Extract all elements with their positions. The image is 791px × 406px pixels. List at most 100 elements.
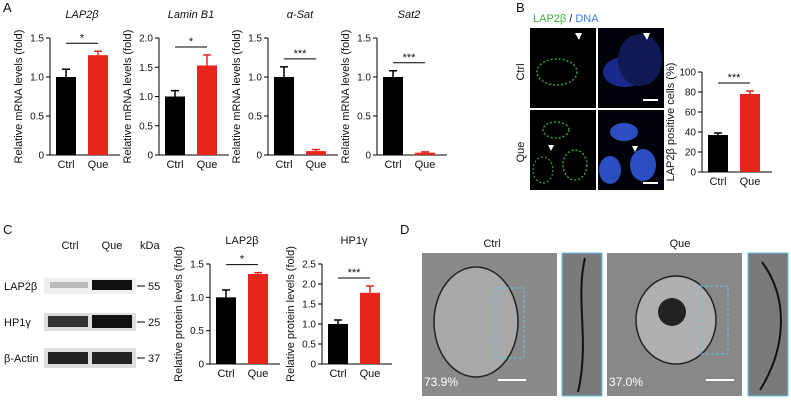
lane-label: Que <box>102 240 123 252</box>
y-axis-label: Relative mRNA levels (fold) <box>13 30 25 164</box>
y-tick-label: 80 <box>685 88 697 99</box>
x-tick-label: Ctrl <box>329 368 346 380</box>
y-tick-label: 0 <box>690 168 696 179</box>
y-tick-label: 0 <box>256 151 262 162</box>
chart-title: Sat2 <box>398 9 421 21</box>
y-tick-label: 0 <box>38 151 44 162</box>
chart-title: LAP2β <box>225 235 258 247</box>
lane-label: Ctrl <box>61 240 78 252</box>
x-tick-label: Ctrl <box>217 368 234 380</box>
channel: LAP2β <box>533 13 566 25</box>
bar <box>740 94 760 172</box>
percent-label: 73.9% <box>424 375 458 389</box>
x-tick-label: Que <box>360 368 381 380</box>
row-label: Que <box>515 142 527 163</box>
panel-label: C <box>3 222 12 237</box>
unit: kDa <box>140 240 160 252</box>
y-axis-label: LAP2β positive cells (%) <box>665 63 677 182</box>
chart-title: LAP2β <box>65 9 99 21</box>
protein-label: β-Actin <box>4 353 38 365</box>
y-tick-label: 1.5 <box>357 34 371 45</box>
x-tick-label: Que <box>415 159 436 171</box>
significance: * <box>80 32 85 44</box>
kda-label: 37 <box>148 353 160 365</box>
blot <box>44 278 145 368</box>
x-tick-label: Que <box>306 159 327 171</box>
y-tick-label: 100 <box>679 68 696 79</box>
y-tick-label: 0.5 <box>302 340 316 351</box>
kda-label: 55 <box>148 281 160 293</box>
y-tick-label: 0 <box>365 151 371 162</box>
chart-title: Lamin B1 <box>168 9 214 21</box>
x-tick-label: Ctrl <box>709 176 726 188</box>
significance: *** <box>294 48 308 60</box>
significance: * <box>189 36 194 48</box>
group-label: Que <box>670 238 691 250</box>
bar <box>56 77 76 155</box>
y-tick-label: 1.5 <box>190 260 204 271</box>
y-tick-label: 2.5 <box>302 260 316 271</box>
bar <box>708 135 728 172</box>
y-tick-label: 0.5 <box>357 112 371 123</box>
y-tick-label: 0.5 <box>139 121 153 132</box>
x-tick-label: Que <box>197 159 218 171</box>
y-axis-label: Relative protein levels (fold) <box>285 246 297 382</box>
em-images <box>422 252 789 397</box>
significance: *** <box>403 52 417 64</box>
bar <box>415 152 435 155</box>
significance: * <box>240 254 245 266</box>
y-tick-label: 1.0 <box>357 73 371 84</box>
channel: DNA <box>575 13 599 25</box>
y-tick-label: 1.5 <box>302 300 316 311</box>
bar <box>306 151 326 155</box>
y-axis-label: Relative mRNA levels (fold) <box>122 30 134 164</box>
y-tick-label: 1.0 <box>248 73 262 84</box>
kda-label: 25 <box>148 317 160 329</box>
bar <box>274 77 294 155</box>
y-tick-label: 20 <box>685 148 697 159</box>
x-tick-label: Ctrl <box>275 159 292 171</box>
chart-title: α-Sat <box>287 9 314 21</box>
y-axis-label: Relative mRNA levels (fold) <box>231 30 243 164</box>
bar <box>165 96 185 155</box>
micrographs <box>530 28 664 190</box>
group-label: Ctrl <box>483 238 500 250</box>
bar <box>216 297 236 364</box>
y-axis-label: Relative protein levels (fold) <box>173 246 185 382</box>
protein-label: HP1γ <box>4 317 31 329</box>
y-axis-label: Relative mRNA levels (fold) <box>340 30 352 164</box>
y-tick-label: 0.5 <box>190 326 204 337</box>
channel-legend: LAP2β / DNA <box>533 13 599 25</box>
y-tick-label: 1.0 <box>30 73 44 84</box>
y-tick-label: 60 <box>685 108 697 119</box>
x-tick-label: Que <box>88 159 109 171</box>
bar <box>383 77 403 155</box>
y-tick-label: 0 <box>147 151 153 162</box>
y-tick-label: 1.5 <box>248 34 262 45</box>
bar <box>360 292 380 364</box>
y-tick-label: 0.5 <box>30 112 44 123</box>
x-tick-label: Que <box>248 368 269 380</box>
y-tick-label: 1.0 <box>190 293 204 304</box>
significance: *** <box>728 72 742 84</box>
panel-label: D <box>400 222 409 237</box>
panel-label: A <box>3 0 12 15</box>
bar <box>88 55 108 155</box>
separator: / <box>569 13 573 25</box>
y-tick-label: 2.0 <box>302 280 316 291</box>
y-tick-label: 0 <box>310 360 316 371</box>
y-tick-label: 2.0 <box>139 34 153 45</box>
bar <box>197 65 217 155</box>
bar <box>248 274 268 364</box>
bar <box>328 324 348 364</box>
y-tick-label: 40 <box>685 128 697 139</box>
row-label: Ctrl <box>515 63 527 80</box>
y-tick-label: 1.0 <box>302 320 316 331</box>
percent-label: 37.0% <box>609 375 643 389</box>
y-tick-label: 1.0 <box>139 92 153 103</box>
y-tick-label: 1.5 <box>139 63 153 74</box>
chart-title: HP1γ <box>341 235 368 247</box>
x-tick-label: Ctrl <box>166 159 183 171</box>
panel-label: B <box>516 0 525 15</box>
